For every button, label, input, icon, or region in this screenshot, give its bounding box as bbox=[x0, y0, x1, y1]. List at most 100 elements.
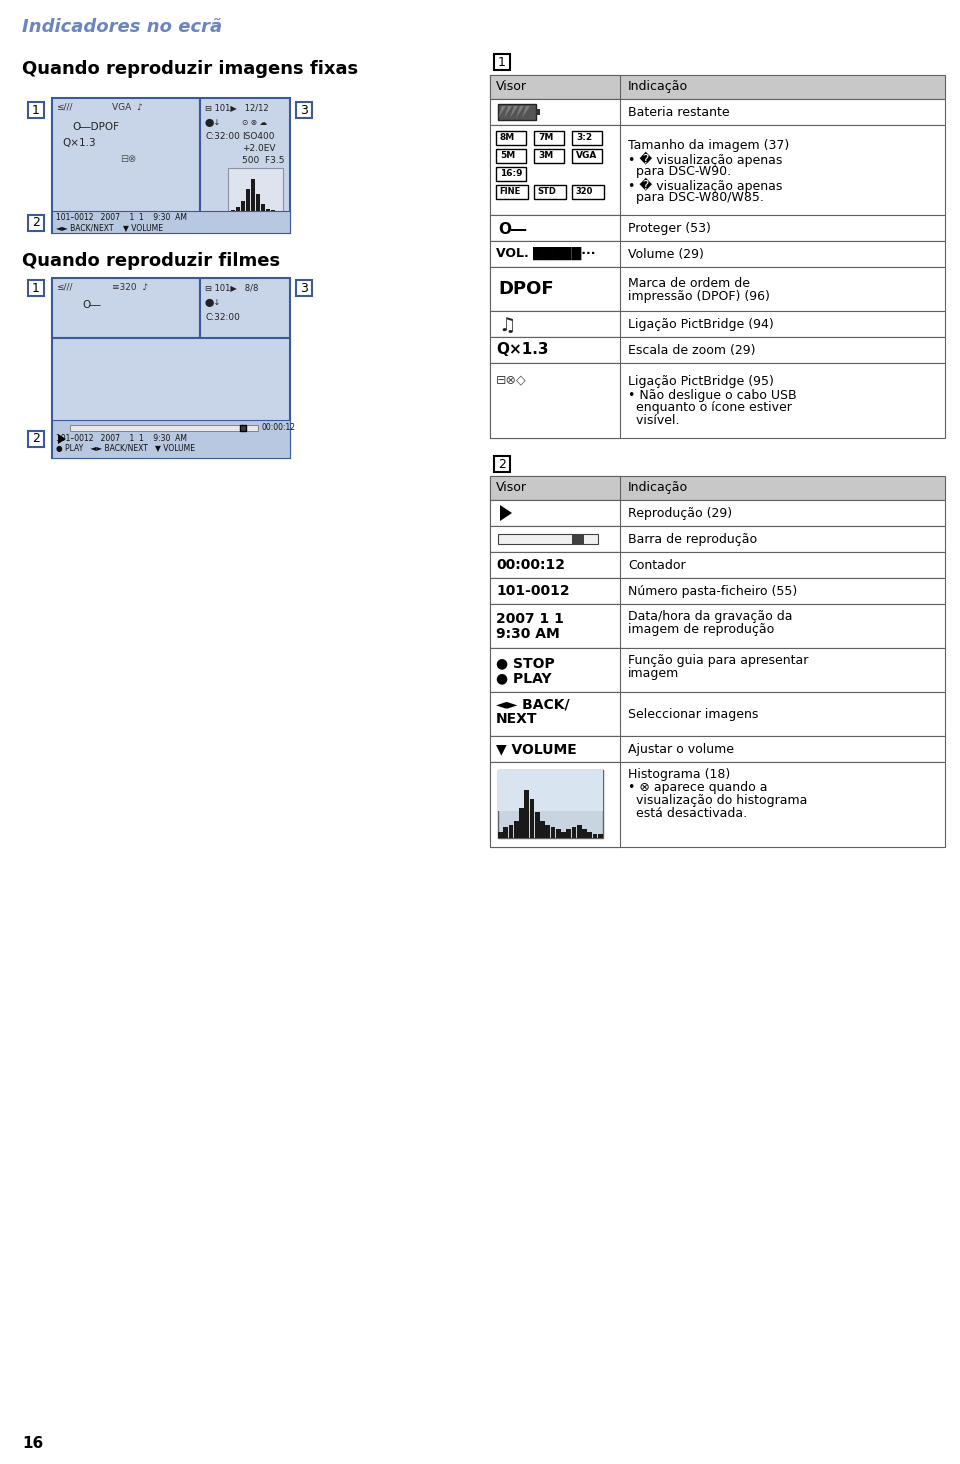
Text: VOL. █████···: VOL. █████··· bbox=[496, 247, 595, 261]
Polygon shape bbox=[58, 433, 66, 444]
Bar bbox=[535, 813, 540, 837]
Bar bbox=[519, 808, 524, 837]
Bar bbox=[490, 242, 945, 266]
Text: imagem: imagem bbox=[628, 668, 680, 679]
Bar bbox=[200, 98, 290, 233]
Bar bbox=[490, 736, 620, 761]
Bar bbox=[28, 430, 44, 447]
Bar bbox=[534, 130, 564, 145]
Text: 2: 2 bbox=[498, 457, 506, 470]
Bar bbox=[503, 827, 508, 837]
Bar bbox=[490, 692, 620, 736]
Bar bbox=[52, 338, 290, 458]
Text: ⊟ 101▶   12/12: ⊟ 101▶ 12/12 bbox=[205, 102, 269, 113]
Text: Reprodução (29): Reprodução (29) bbox=[628, 507, 732, 520]
Text: Quando reproduzir imagens fixas: Quando reproduzir imagens fixas bbox=[22, 60, 358, 78]
Text: 101-0012: 101-0012 bbox=[496, 584, 569, 597]
Text: 16:9: 16:9 bbox=[500, 168, 522, 179]
Bar bbox=[296, 280, 312, 296]
Bar bbox=[490, 100, 945, 124]
Bar bbox=[490, 100, 620, 124]
Bar bbox=[571, 827, 576, 837]
Text: impressão (DPOF) (96): impressão (DPOF) (96) bbox=[628, 290, 770, 303]
Polygon shape bbox=[498, 105, 506, 119]
Text: • � visualização apenas: • � visualização apenas bbox=[628, 151, 782, 167]
Bar bbox=[572, 149, 602, 163]
Bar bbox=[236, 206, 240, 217]
Bar bbox=[266, 208, 270, 217]
Bar bbox=[588, 832, 592, 837]
Text: Ligação PictBridge (95): Ligação PictBridge (95) bbox=[628, 375, 774, 388]
Text: DPOF: DPOF bbox=[498, 280, 554, 299]
Bar bbox=[296, 102, 312, 119]
Text: ⊟⊗◇: ⊟⊗◇ bbox=[496, 373, 527, 386]
Text: O―DPOF: O―DPOF bbox=[72, 122, 119, 132]
Text: 3M: 3M bbox=[538, 151, 553, 160]
Text: 3:2: 3:2 bbox=[576, 133, 592, 142]
Bar bbox=[509, 826, 514, 837]
Text: Contador: Contador bbox=[628, 559, 685, 572]
Bar bbox=[550, 827, 555, 837]
Bar bbox=[490, 75, 945, 100]
Bar bbox=[572, 184, 604, 199]
Text: 3: 3 bbox=[300, 104, 308, 117]
Text: ◄► BACK/: ◄► BACK/ bbox=[496, 697, 569, 712]
Text: C:32:00: C:32:00 bbox=[205, 313, 240, 322]
Text: 2007 1 1: 2007 1 1 bbox=[496, 612, 564, 627]
Text: 320: 320 bbox=[575, 187, 592, 196]
Bar bbox=[498, 534, 598, 545]
Text: 1: 1 bbox=[32, 104, 40, 117]
Text: 101–0012   2007    1  1    9:30  AM: 101–0012 2007 1 1 9:30 AM bbox=[56, 433, 187, 444]
Text: 8M: 8M bbox=[500, 133, 516, 142]
Bar bbox=[490, 476, 620, 501]
Bar bbox=[490, 761, 620, 848]
Bar bbox=[592, 833, 597, 837]
Bar bbox=[246, 189, 250, 217]
Text: • Não desligue o cabo USB: • Não desligue o cabo USB bbox=[628, 388, 797, 401]
Bar bbox=[490, 124, 620, 215]
Bar bbox=[534, 184, 566, 199]
Bar bbox=[52, 278, 200, 338]
Text: 00:00:12: 00:00:12 bbox=[496, 558, 565, 572]
Text: ◄► BACK/NEXT    ▼ VOLUME: ◄► BACK/NEXT ▼ VOLUME bbox=[56, 223, 163, 231]
Text: Tamanho da imagem (37): Tamanho da imagem (37) bbox=[628, 139, 789, 151]
Bar bbox=[490, 363, 945, 438]
Bar bbox=[28, 102, 44, 119]
Text: VGA  ♪: VGA ♪ bbox=[112, 102, 143, 113]
Bar bbox=[490, 266, 620, 310]
Bar bbox=[490, 761, 945, 848]
Bar bbox=[490, 736, 945, 761]
Text: ● PLAY: ● PLAY bbox=[496, 671, 552, 685]
Bar bbox=[276, 211, 280, 217]
Text: NEXT: NEXT bbox=[496, 712, 538, 726]
Text: ● STOP: ● STOP bbox=[496, 656, 555, 671]
Text: Q×1.3: Q×1.3 bbox=[496, 343, 548, 357]
Text: ≡320  ♪: ≡320 ♪ bbox=[112, 283, 148, 291]
Bar bbox=[490, 552, 620, 578]
Text: 101–0012   2007    1  1    9:30  AM: 101–0012 2007 1 1 9:30 AM bbox=[56, 212, 187, 223]
Text: 7M: 7M bbox=[538, 133, 553, 142]
Bar bbox=[556, 829, 561, 837]
Bar bbox=[498, 104, 536, 120]
Text: Volume (29): Volume (29) bbox=[628, 247, 704, 261]
Text: ⊟⊗: ⊟⊗ bbox=[120, 154, 136, 164]
Bar bbox=[490, 215, 945, 242]
Bar bbox=[52, 98, 200, 233]
Bar bbox=[256, 193, 260, 217]
Bar bbox=[572, 130, 602, 145]
Text: 1: 1 bbox=[498, 56, 506, 69]
Bar bbox=[496, 167, 526, 182]
Text: Indicação: Indicação bbox=[628, 81, 688, 94]
Bar bbox=[496, 184, 528, 199]
Bar bbox=[240, 425, 246, 430]
Text: Visor: Visor bbox=[496, 482, 527, 493]
Text: para DSC-W90.: para DSC-W90. bbox=[628, 164, 732, 177]
Text: está desactivada.: está desactivada. bbox=[628, 807, 747, 820]
Bar bbox=[577, 826, 582, 837]
Text: ≤///: ≤/// bbox=[56, 102, 73, 113]
Text: ISO400: ISO400 bbox=[242, 132, 275, 141]
Bar bbox=[494, 54, 510, 70]
Polygon shape bbox=[504, 105, 512, 119]
Text: ▼ VOLUME: ▼ VOLUME bbox=[496, 742, 577, 755]
Text: • ⊗ aparece quando a: • ⊗ aparece quando a bbox=[628, 780, 767, 793]
